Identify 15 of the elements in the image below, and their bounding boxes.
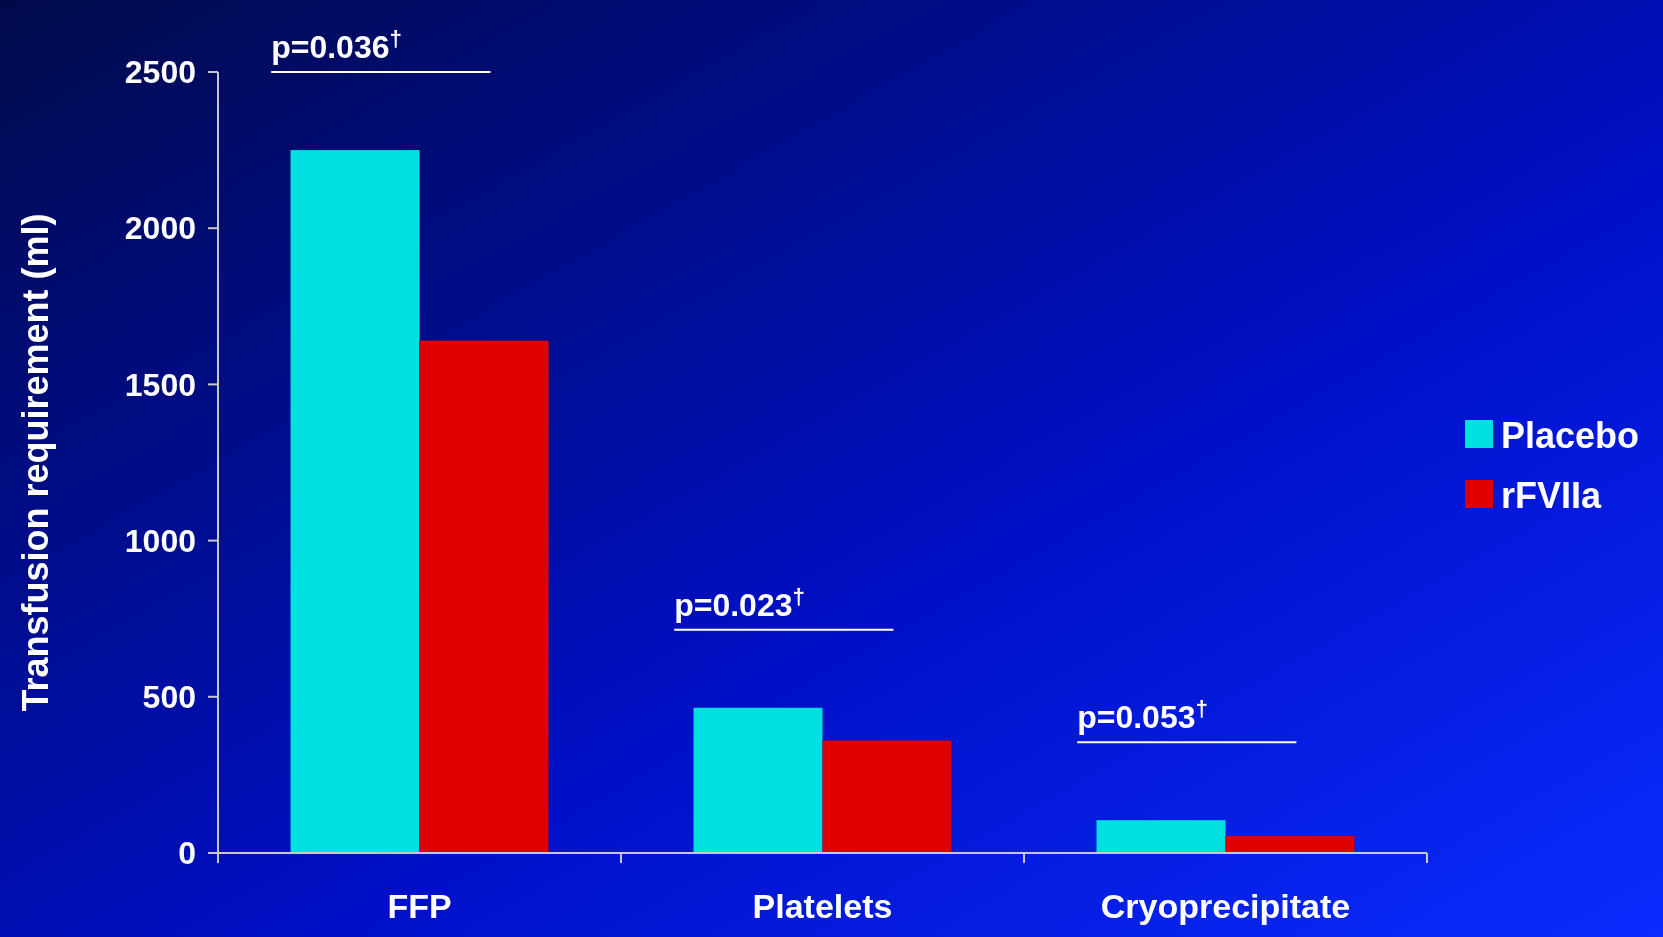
x-tick-label: Platelets	[752, 887, 893, 925]
x-tick-label: Cryoprecipitate	[1100, 887, 1351, 925]
y-tick-label: 1000	[124, 522, 196, 559]
y-tick-label: 2500	[124, 54, 196, 91]
y-tick-label: 500	[142, 679, 196, 715]
x-tick-label: FFP	[387, 887, 452, 925]
annotation: p=0.053$^{†}$	[1077, 695, 1208, 736]
y-tick-label: 0	[178, 835, 196, 872]
annotation: p=0.023$^{†}$	[674, 583, 805, 623]
y-axis-title: Transfusion requirement (ml)	[15, 213, 56, 712]
y-tick-label: 1500	[124, 366, 196, 403]
legend-label: Placebo	[1501, 414, 1640, 456]
text: p=0.036$^{†}$	[271, 25, 402, 66]
y-tick-label: 2000	[124, 210, 196, 247]
legend-label: rFVIIa	[1501, 474, 1603, 516]
